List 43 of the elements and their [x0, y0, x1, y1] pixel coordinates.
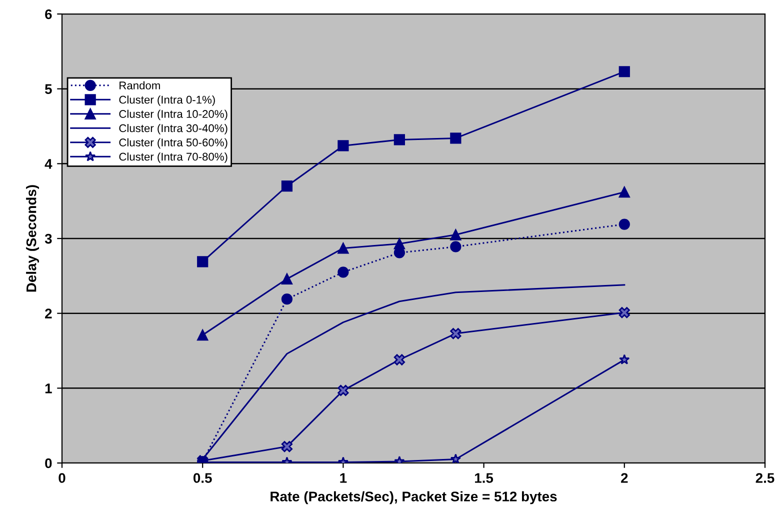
x-tick-label: 0: [58, 473, 66, 483]
point: [338, 242, 349, 254]
point: [281, 440, 293, 452]
point: [394, 354, 405, 366]
x-tick-label: 1.5: [475, 473, 494, 483]
legend-label: Cluster (Intra 30-40%): [119, 124, 228, 134]
point: [618, 186, 630, 198]
point: [197, 256, 208, 268]
point: [450, 328, 462, 340]
legend-label: Random: [120, 81, 160, 90]
point: [450, 241, 462, 252]
y-tick-label: 1: [45, 384, 52, 394]
y-tick-label: 6: [45, 9, 52, 20]
point: [450, 454, 461, 463]
point: [450, 229, 462, 240]
point: [450, 132, 462, 144]
point: [338, 384, 349, 396]
legend-label: Cluster (Intra 10-20%): [119, 110, 228, 120]
legend-label: Cluster (Intra 0-1%): [119, 96, 215, 106]
point: [394, 134, 405, 146]
legend-label: Cluster (Intra 70-80%): [119, 152, 228, 163]
y-tick-label: 5: [44, 84, 52, 94]
point: [338, 140, 349, 152]
point: [618, 307, 630, 318]
y-tick-label: 3: [44, 234, 52, 244]
x-tick-label: 1: [340, 473, 347, 483]
x-tick-label: 0.5: [193, 473, 212, 483]
point: [619, 354, 630, 364]
y-tick-label: 2: [45, 308, 52, 318]
y-tick-label: 4: [44, 159, 52, 169]
legend-label: Cluster (Intra 50-60%): [119, 138, 228, 149]
point: [281, 273, 293, 284]
point: [618, 66, 630, 78]
point: [338, 266, 349, 278]
x-tick-label: 2.5: [756, 473, 774, 483]
point: [618, 218, 630, 230]
point: [197, 329, 208, 341]
point: [281, 180, 293, 192]
x-tick-label: 2: [621, 473, 628, 483]
y-axis-title: Delay (Seconds): [26, 185, 39, 292]
y-tick-label: 0: [45, 458, 52, 468]
x-axis-title: Rate (Packets/Sec), Packet Size = 512 bytes: [270, 491, 557, 504]
point: [281, 294, 293, 305]
